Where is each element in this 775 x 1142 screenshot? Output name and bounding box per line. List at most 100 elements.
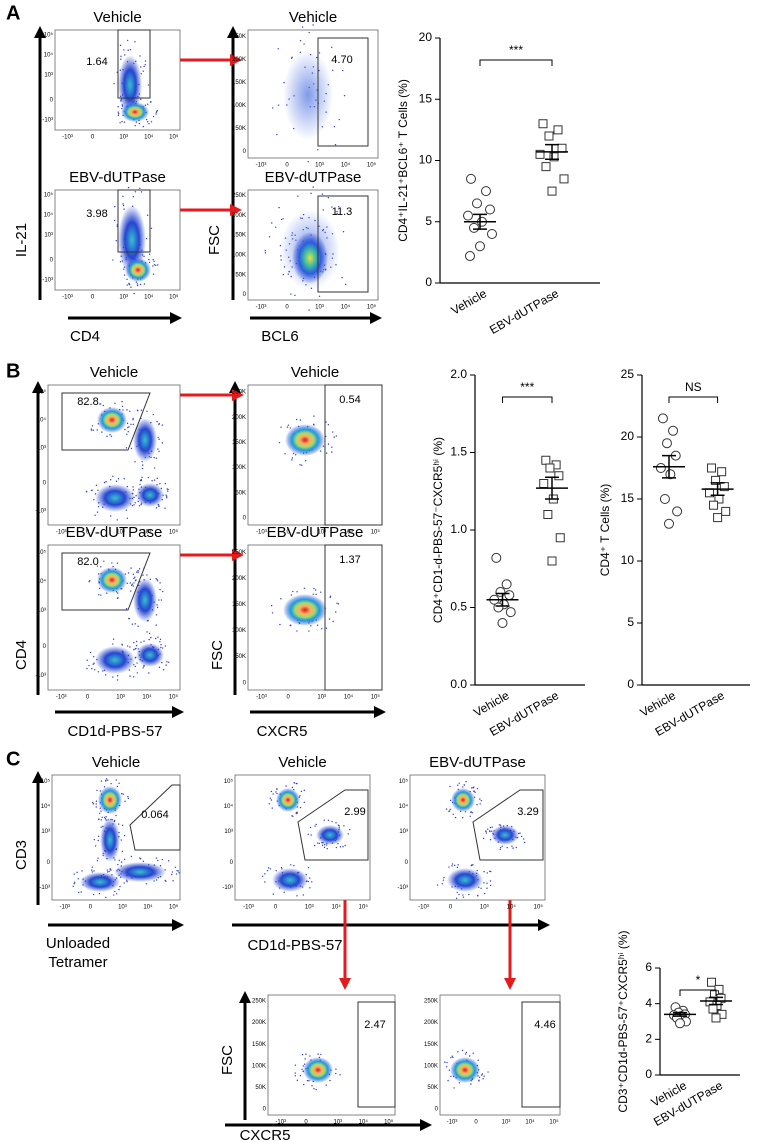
event-dot: [472, 1052, 474, 1054]
event-dot: [335, 1072, 337, 1075]
event-dot: [332, 620, 334, 623]
plot-title: EBV-dUTPase: [429, 754, 526, 771]
event-dot: [116, 893, 118, 895]
event-dot: [478, 1080, 480, 1082]
event-dot: [325, 421, 327, 423]
event-dot: [447, 1080, 449, 1082]
event-dot: [162, 669, 165, 671]
event-dot: [103, 816, 106, 819]
density-blob: [450, 1057, 480, 1083]
event-dot: [126, 422, 129, 425]
event-dot: [155, 577, 157, 580]
event-dot: [132, 419, 134, 421]
axis-label: Unloaded: [46, 935, 110, 952]
event-dot: [468, 1055, 471, 1057]
y-axis-label: CD4⁺CD1-d-PBS-57⁻CXCR5ʰⁱ (%): [431, 437, 445, 623]
error-bar: [710, 482, 725, 497]
y-tick-label: -10³: [42, 118, 53, 124]
density-blob: [292, 232, 328, 284]
event-dot: [156, 579, 158, 581]
event-dot: [132, 489, 135, 491]
y-tick-label: 100K: [232, 628, 246, 634]
event-dot: [139, 483, 141, 486]
event-dot: [138, 505, 141, 507]
event-dot: [134, 623, 136, 625]
flow-plot: 3.29 EBV-dUTPase -10³ 0 10³ 10⁴ 10⁵ -10³ 0 10³ 10⁴…: [397, 754, 546, 911]
event-dot: [158, 438, 160, 441]
x-tick-label: -10³: [56, 695, 67, 701]
event-dot: [127, 186, 130, 189]
event-dot: [158, 450, 160, 453]
event-dot: [136, 283, 139, 285]
event-dot: [449, 808, 451, 811]
y-tick-label: 0: [50, 98, 54, 104]
event-dot: [132, 417, 134, 420]
event-dot: [294, 1064, 297, 1066]
event-dot: [483, 1075, 485, 1077]
significance-bracket: [679, 989, 717, 996]
x-tick-label: 0: [89, 905, 93, 911]
event-dot: [119, 122, 121, 124]
data-point: [711, 475, 721, 485]
x-tick-label: 10³: [119, 295, 128, 301]
y-tick-label: 10³: [224, 829, 233, 835]
panel-letter: C: [6, 748, 20, 770]
data-point: [543, 510, 553, 519]
event-dot: [164, 507, 166, 509]
plot-title: EBV-dUTPase: [267, 524, 364, 541]
event-dot: [161, 661, 163, 664]
event-dot: [136, 284, 139, 287]
event-dot: [487, 1071, 489, 1073]
event-dot: [315, 823, 317, 826]
x-tick-label: 0: [287, 695, 291, 701]
event-dot: [104, 674, 107, 676]
event-dot: [102, 404, 105, 407]
event-dot: [129, 675, 131, 677]
event-dot: [290, 57, 293, 59]
axis-label: CXCR5: [240, 1127, 291, 1142]
event-dot: [174, 866, 177, 868]
event-dot: [499, 848, 502, 851]
event-dot: [337, 603, 340, 605]
event-dot: [473, 786, 475, 788]
plot-title: Vehicle: [93, 9, 141, 26]
event-dot: [168, 661, 170, 663]
event-dot: [313, 844, 316, 847]
event-dot: [484, 830, 487, 832]
x-tick-label: 10⁵: [169, 134, 179, 141]
event-dot: [349, 828, 351, 831]
event-dot: [444, 1061, 446, 1063]
gate: [472, 789, 544, 861]
y-tick-label: 10⁵: [44, 32, 54, 39]
data-point: [485, 204, 495, 215]
event-dot: [142, 860, 145, 863]
x-tick-label: Vehicle: [471, 688, 512, 720]
event-dot: [436, 884, 439, 886]
y-tick-label: 250K: [232, 390, 246, 396]
significance-bracket: [479, 59, 553, 66]
event-dot: [161, 590, 164, 593]
event-dot: [512, 847, 514, 849]
event-dot: [116, 675, 119, 677]
event-dot: [305, 1053, 307, 1055]
event-dot: [309, 1055, 311, 1057]
event-dot: [153, 264, 156, 266]
event-dot: [511, 845, 513, 847]
event-dot: [290, 864, 292, 866]
x-tick-label: 10⁴: [525, 1119, 535, 1126]
event-dot: [458, 893, 460, 896]
y-tick-label: 150K: [232, 80, 246, 86]
event-dot: [128, 617, 131, 620]
event-dot: [336, 212, 338, 215]
x-tick-label: 10⁵: [169, 529, 179, 536]
event-dot: [155, 857, 158, 859]
event-dot: [93, 669, 96, 671]
event-dot: [454, 864, 456, 867]
x-tick-label: -10³: [275, 1120, 286, 1126]
event-dot: [85, 491, 88, 493]
x-tick-label: -10³: [56, 530, 67, 536]
event-dot: [133, 641, 135, 644]
gate: [357, 1001, 396, 1108]
event-dot: [315, 593, 317, 596]
x-tick-label: 10³: [502, 1120, 511, 1126]
